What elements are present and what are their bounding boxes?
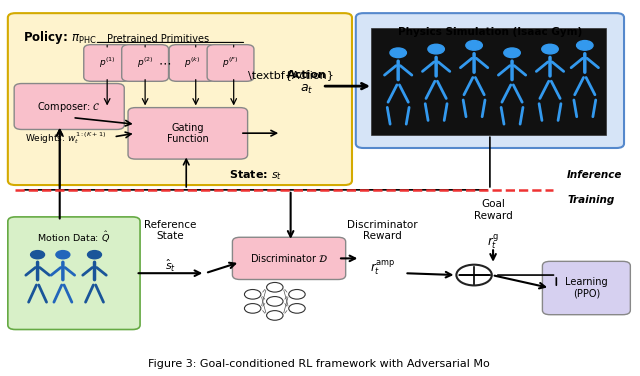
Circle shape [466,41,483,50]
Circle shape [267,311,283,320]
Text: $r_t^{\mathrm{amp}}$: $r_t^{\mathrm{amp}}$ [370,258,395,277]
Text: $r_t^{\mathrm{g}}$: $r_t^{\mathrm{g}}$ [487,232,499,251]
FancyBboxPatch shape [8,13,352,185]
Text: Policy: $\pi_{\mathrm{PHC}}$: Policy: $\pi_{\mathrm{PHC}}$ [23,29,97,46]
Text: Reference
State: Reference State [144,220,196,241]
Text: Learning
(PPO): Learning (PPO) [565,277,608,299]
Circle shape [289,290,305,299]
Text: Goal
Reward: Goal Reward [474,199,513,221]
FancyBboxPatch shape [122,45,168,81]
Circle shape [267,282,283,292]
Text: Gating
Function: Gating Function [167,123,209,144]
Text: Discriminator $\mathcal{D}$: Discriminator $\mathcal{D}$ [250,252,328,264]
Circle shape [428,44,444,54]
Circle shape [88,251,102,259]
Circle shape [56,251,70,259]
Circle shape [456,265,492,285]
FancyBboxPatch shape [371,27,605,135]
Text: $p^{(k)}$: $p^{(k)}$ [184,56,201,70]
Circle shape [244,290,261,299]
Text: Weights: $w_t^{1:(K+1)}$: Weights: $w_t^{1:(K+1)}$ [25,130,106,146]
Text: Action: Action [287,70,326,80]
Text: Pretrained Primitives: Pretrained Primitives [107,34,209,44]
Circle shape [289,303,305,313]
Text: $\hat{s}_t$: $\hat{s}_t$ [165,258,176,274]
FancyBboxPatch shape [169,45,216,81]
Text: Figure 3: Goal-conditioned RL framework with Adversarial Mo: Figure 3: Goal-conditioned RL framework … [148,359,490,369]
FancyBboxPatch shape [128,108,248,159]
Text: Training: Training [567,195,614,205]
FancyBboxPatch shape [8,217,140,329]
Text: Discriminator
Reward: Discriminator Reward [347,220,418,241]
FancyBboxPatch shape [232,237,346,279]
FancyBboxPatch shape [207,45,254,81]
Text: $a_t$: $a_t$ [300,83,313,96]
Text: Motion Data: $\hat{Q}$: Motion Data: $\hat{Q}$ [37,229,111,245]
Circle shape [504,48,520,58]
Text: Physics Simulation (Isaac Gym): Physics Simulation (Isaac Gym) [398,27,582,37]
FancyBboxPatch shape [543,261,630,315]
FancyBboxPatch shape [356,13,624,148]
FancyBboxPatch shape [14,83,124,129]
Text: $\cdots$: $\cdots$ [157,56,171,69]
Text: $p^{(1)}$: $p^{(1)}$ [99,56,115,70]
Circle shape [390,48,406,58]
Text: $p^{(F)}$: $p^{(F)}$ [223,56,239,70]
Circle shape [577,41,593,50]
Text: Composer: $\mathcal{C}$: Composer: $\mathcal{C}$ [37,100,101,114]
Circle shape [244,303,261,313]
Text: State: $s_t$: State: $s_t$ [229,168,282,182]
FancyBboxPatch shape [84,45,131,81]
Circle shape [267,297,283,306]
Text: \textbf{Action}: \textbf{Action} [248,70,333,80]
Circle shape [31,251,45,259]
Text: Inference: Inference [567,170,623,180]
Text: $p^{(2)}$: $p^{(2)}$ [137,56,154,70]
Circle shape [542,44,558,54]
